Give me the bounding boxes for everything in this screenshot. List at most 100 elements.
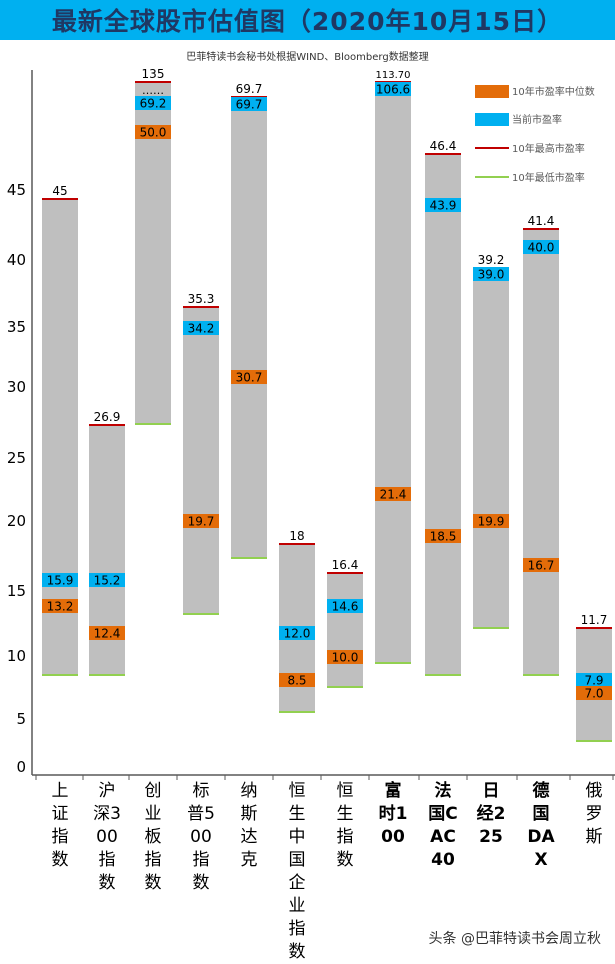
current-pe-marker: [183, 321, 219, 335]
y-tick-label: 30: [7, 378, 26, 396]
median-pe-marker: [473, 514, 509, 528]
median-pe-label: 16.7: [528, 559, 555, 573]
current-pe-marker: [135, 96, 171, 110]
max-label: 113.70: [376, 70, 411, 81]
x-category-label: 恒生中国企业指数: [288, 781, 306, 962]
current-pe-label: 12.0: [284, 627, 311, 641]
current-pe-label: 15.2: [94, 574, 121, 588]
median-pe-marker: [135, 125, 171, 139]
category-group: 11.7 7.97.0: [576, 613, 612, 742]
legend-label-min: 10年最低市盈率: [512, 171, 585, 184]
max-label: 45: [52, 184, 67, 198]
category-group: 26.9 15.2 12.4: [89, 410, 125, 676]
median-pe-marker: [425, 529, 461, 543]
category-group: 16.4 14.6 10.0: [327, 558, 363, 688]
median-pe-label: 12.4: [94, 627, 121, 641]
current-pe-label: 39.0: [478, 268, 505, 282]
legend-label-current: 当前市盈率: [512, 113, 562, 126]
x-category-label: 富时100: [378, 781, 408, 847]
max-label: 69.7: [236, 82, 263, 96]
median-pe-label: 8.5: [287, 674, 306, 688]
current-pe-marker: [279, 626, 315, 640]
median-pe-label: 18.5: [430, 530, 457, 544]
y-tick-label: 35: [7, 318, 26, 336]
category-group: 113.70 106.6 21.4: [375, 70, 411, 664]
x-category-label: 法国CAC40: [428, 781, 458, 870]
current-pe-label: 69.2: [140, 97, 167, 111]
category-group: 41.4 40.0 16.7: [523, 214, 559, 676]
current-pe-marker: [89, 573, 125, 587]
median-pe-marker: [42, 599, 78, 613]
axis-layer: 0 5 10 15 20 25 30 35 40 45: [7, 70, 615, 780]
current-pe-label: 7.9: [584, 674, 603, 688]
category-group: 35.3 34.2 19.7: [183, 292, 219, 615]
median-pe-label: 19.9: [478, 515, 505, 529]
current-pe-marker: [425, 198, 461, 212]
range-bar: [327, 573, 363, 687]
range-bar: [231, 97, 267, 558]
x-category-label: 恒生指数: [336, 781, 354, 870]
median-pe-label: 10.0: [332, 651, 359, 665]
max-label: 11.7: [581, 613, 608, 627]
current-pe-marker: [42, 573, 78, 587]
legend-label-median: 10年市盈率中位数: [512, 85, 595, 98]
median-pe-marker: [279, 673, 315, 687]
max-label: 41.4: [528, 214, 555, 228]
x-category-label: 俄罗斯: [585, 781, 603, 847]
max-label: 135: [142, 67, 165, 81]
category-group: 45 15.9 13.2: [42, 184, 78, 676]
current-pe-label: 14.6: [332, 600, 359, 614]
median-pe-marker: [523, 558, 559, 572]
median-pe-label: 7.0: [584, 687, 603, 701]
max-label: 16.4: [332, 558, 359, 572]
category-group: 18 12.0 8.5: [279, 529, 315, 713]
legend-label-max: 10年最高市盈率: [512, 142, 585, 155]
median-pe-label: 21.4: [380, 488, 407, 502]
range-bar: [425, 154, 461, 675]
max-label: 26.9: [94, 410, 121, 424]
break-note: ……: [142, 84, 164, 97]
median-pe-marker: [327, 650, 363, 664]
category-group: 39.239.0 19.9: [473, 253, 509, 629]
y-tick-label: 0: [16, 758, 26, 776]
x-category-label: 沪深300指数: [93, 781, 121, 893]
current-pe-label: 106.6: [376, 83, 410, 97]
x-category-label: 纳斯达克: [240, 781, 258, 870]
max-label: 18: [289, 529, 304, 543]
current-pe-marker: [327, 599, 363, 613]
x-category-label: 上证指数: [51, 781, 69, 870]
chart-title: 最新全球股市估值图（2020年10月15日）: [51, 7, 564, 36]
range-bar: [183, 307, 219, 614]
max-label: 46.4: [430, 139, 457, 153]
x-category-label: 日经225: [476, 781, 506, 847]
y-tick-label: 20: [7, 512, 26, 530]
current-pe-label: 15.9: [47, 574, 74, 588]
x-category-label: 标普500指数: [187, 781, 215, 893]
x-category-label: 德国DAX: [527, 781, 555, 870]
legend-swatch-current: [475, 113, 509, 126]
median-pe-marker: [231, 370, 267, 384]
y-tick-label: 25: [7, 449, 26, 467]
bars-layer: 4515.913.226.915.212.4135……69.250.035.33…: [42, 67, 612, 742]
current-pe-label: 34.2: [188, 322, 215, 336]
category-group: 135 ……69.2 50.0: [135, 67, 171, 425]
median-pe-label: 13.2: [47, 600, 74, 614]
range-bar: [375, 82, 411, 663]
current-pe-marker: [576, 673, 612, 687]
current-pe-marker: [375, 82, 411, 96]
current-pe-label: 40.0: [528, 241, 555, 255]
max-label: 35.3: [188, 292, 215, 306]
median-pe-label: 50.0: [140, 126, 167, 140]
y-tick-label: 10: [7, 647, 26, 665]
current-pe-label: 43.9: [430, 199, 457, 213]
category-group: 69.7 69.7 30.7: [231, 82, 267, 559]
current-pe-marker: [523, 240, 559, 254]
y-tick-label: 5: [16, 710, 26, 728]
current-pe-label: 69.7: [236, 98, 263, 112]
legend-swatch-median: [475, 85, 509, 98]
median-pe-marker: [375, 487, 411, 501]
y-tick-label: 15: [7, 582, 26, 600]
median-pe-label: 19.7: [188, 515, 215, 529]
